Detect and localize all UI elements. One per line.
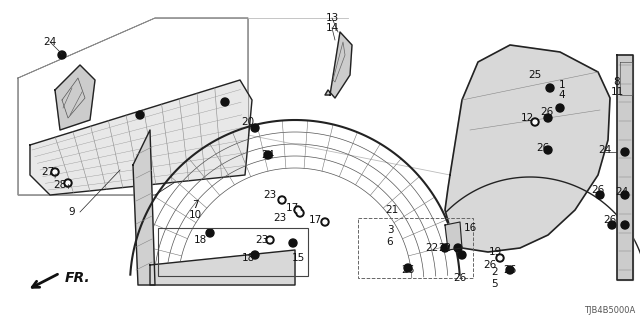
- Circle shape: [621, 221, 629, 229]
- Text: 23: 23: [264, 190, 276, 200]
- Text: 3: 3: [387, 225, 394, 235]
- Circle shape: [289, 239, 297, 247]
- Text: 24: 24: [616, 187, 628, 197]
- Circle shape: [64, 179, 72, 187]
- Circle shape: [441, 244, 449, 252]
- Circle shape: [506, 266, 514, 274]
- Circle shape: [556, 104, 564, 112]
- Circle shape: [58, 51, 66, 59]
- Text: 26: 26: [504, 265, 516, 275]
- Polygon shape: [30, 80, 252, 195]
- Polygon shape: [617, 55, 633, 280]
- Text: 24: 24: [261, 150, 275, 160]
- Polygon shape: [325, 32, 352, 98]
- Text: 28: 28: [53, 180, 67, 190]
- Text: 24: 24: [44, 37, 56, 47]
- Circle shape: [546, 84, 554, 92]
- Circle shape: [206, 229, 214, 237]
- Circle shape: [458, 251, 466, 259]
- Text: 26: 26: [604, 215, 616, 225]
- Text: 17: 17: [308, 215, 322, 225]
- Circle shape: [544, 146, 552, 154]
- Polygon shape: [55, 65, 95, 130]
- Circle shape: [531, 118, 539, 126]
- Text: 15: 15: [291, 253, 305, 263]
- Circle shape: [294, 206, 302, 214]
- Text: 10: 10: [188, 210, 202, 220]
- Circle shape: [496, 254, 504, 262]
- Text: 23: 23: [255, 235, 269, 245]
- Text: 11: 11: [611, 87, 623, 97]
- Text: 17: 17: [285, 203, 299, 213]
- Text: 26: 26: [483, 260, 497, 270]
- Circle shape: [251, 124, 259, 132]
- Circle shape: [544, 114, 552, 122]
- Circle shape: [454, 244, 462, 252]
- Text: 25: 25: [529, 70, 541, 80]
- Polygon shape: [445, 222, 462, 250]
- Text: TJB4B5000A: TJB4B5000A: [584, 306, 635, 315]
- Circle shape: [621, 191, 629, 199]
- Text: 26: 26: [536, 143, 550, 153]
- Circle shape: [264, 151, 272, 159]
- Text: 26: 26: [401, 265, 415, 275]
- Circle shape: [621, 148, 629, 156]
- Text: 26: 26: [591, 185, 605, 195]
- Text: FR.: FR.: [65, 271, 91, 285]
- Circle shape: [221, 98, 229, 106]
- Circle shape: [498, 256, 502, 260]
- Circle shape: [51, 168, 59, 176]
- Circle shape: [404, 264, 412, 272]
- Bar: [358, 218, 473, 278]
- Text: 12: 12: [520, 113, 534, 123]
- Circle shape: [298, 211, 302, 215]
- Text: 16: 16: [463, 223, 477, 233]
- Circle shape: [533, 120, 537, 124]
- Circle shape: [136, 111, 144, 119]
- Polygon shape: [445, 45, 610, 252]
- Text: 24: 24: [598, 145, 612, 155]
- Circle shape: [296, 209, 304, 217]
- Text: 23: 23: [273, 213, 287, 223]
- Circle shape: [321, 218, 329, 226]
- Text: 26: 26: [453, 273, 467, 283]
- Circle shape: [296, 208, 300, 212]
- Text: 18: 18: [241, 253, 255, 263]
- Circle shape: [66, 181, 70, 185]
- Text: 20: 20: [241, 117, 255, 127]
- Text: 9: 9: [68, 207, 76, 217]
- Circle shape: [323, 220, 327, 224]
- Polygon shape: [150, 250, 295, 285]
- Circle shape: [280, 198, 284, 202]
- Text: 4: 4: [559, 90, 565, 100]
- Text: 5: 5: [492, 279, 499, 289]
- Circle shape: [53, 170, 57, 174]
- Bar: [158, 228, 308, 276]
- Text: 22: 22: [426, 243, 438, 253]
- Circle shape: [268, 238, 272, 242]
- Circle shape: [278, 196, 286, 204]
- Text: 6: 6: [387, 237, 394, 247]
- Text: 1: 1: [559, 80, 565, 90]
- Text: 13: 13: [325, 13, 339, 23]
- Text: 14: 14: [325, 23, 339, 33]
- Polygon shape: [133, 130, 155, 285]
- Text: 7: 7: [192, 200, 198, 210]
- Text: 27: 27: [42, 167, 54, 177]
- Text: 19: 19: [488, 247, 502, 257]
- Circle shape: [266, 236, 274, 244]
- Text: 18: 18: [193, 235, 207, 245]
- Circle shape: [251, 251, 259, 259]
- Text: 21: 21: [385, 205, 399, 215]
- Circle shape: [596, 191, 604, 199]
- Text: 8: 8: [614, 77, 620, 87]
- Text: 2: 2: [492, 267, 499, 277]
- Circle shape: [608, 221, 616, 229]
- Text: 22: 22: [438, 243, 452, 253]
- Text: 26: 26: [540, 107, 554, 117]
